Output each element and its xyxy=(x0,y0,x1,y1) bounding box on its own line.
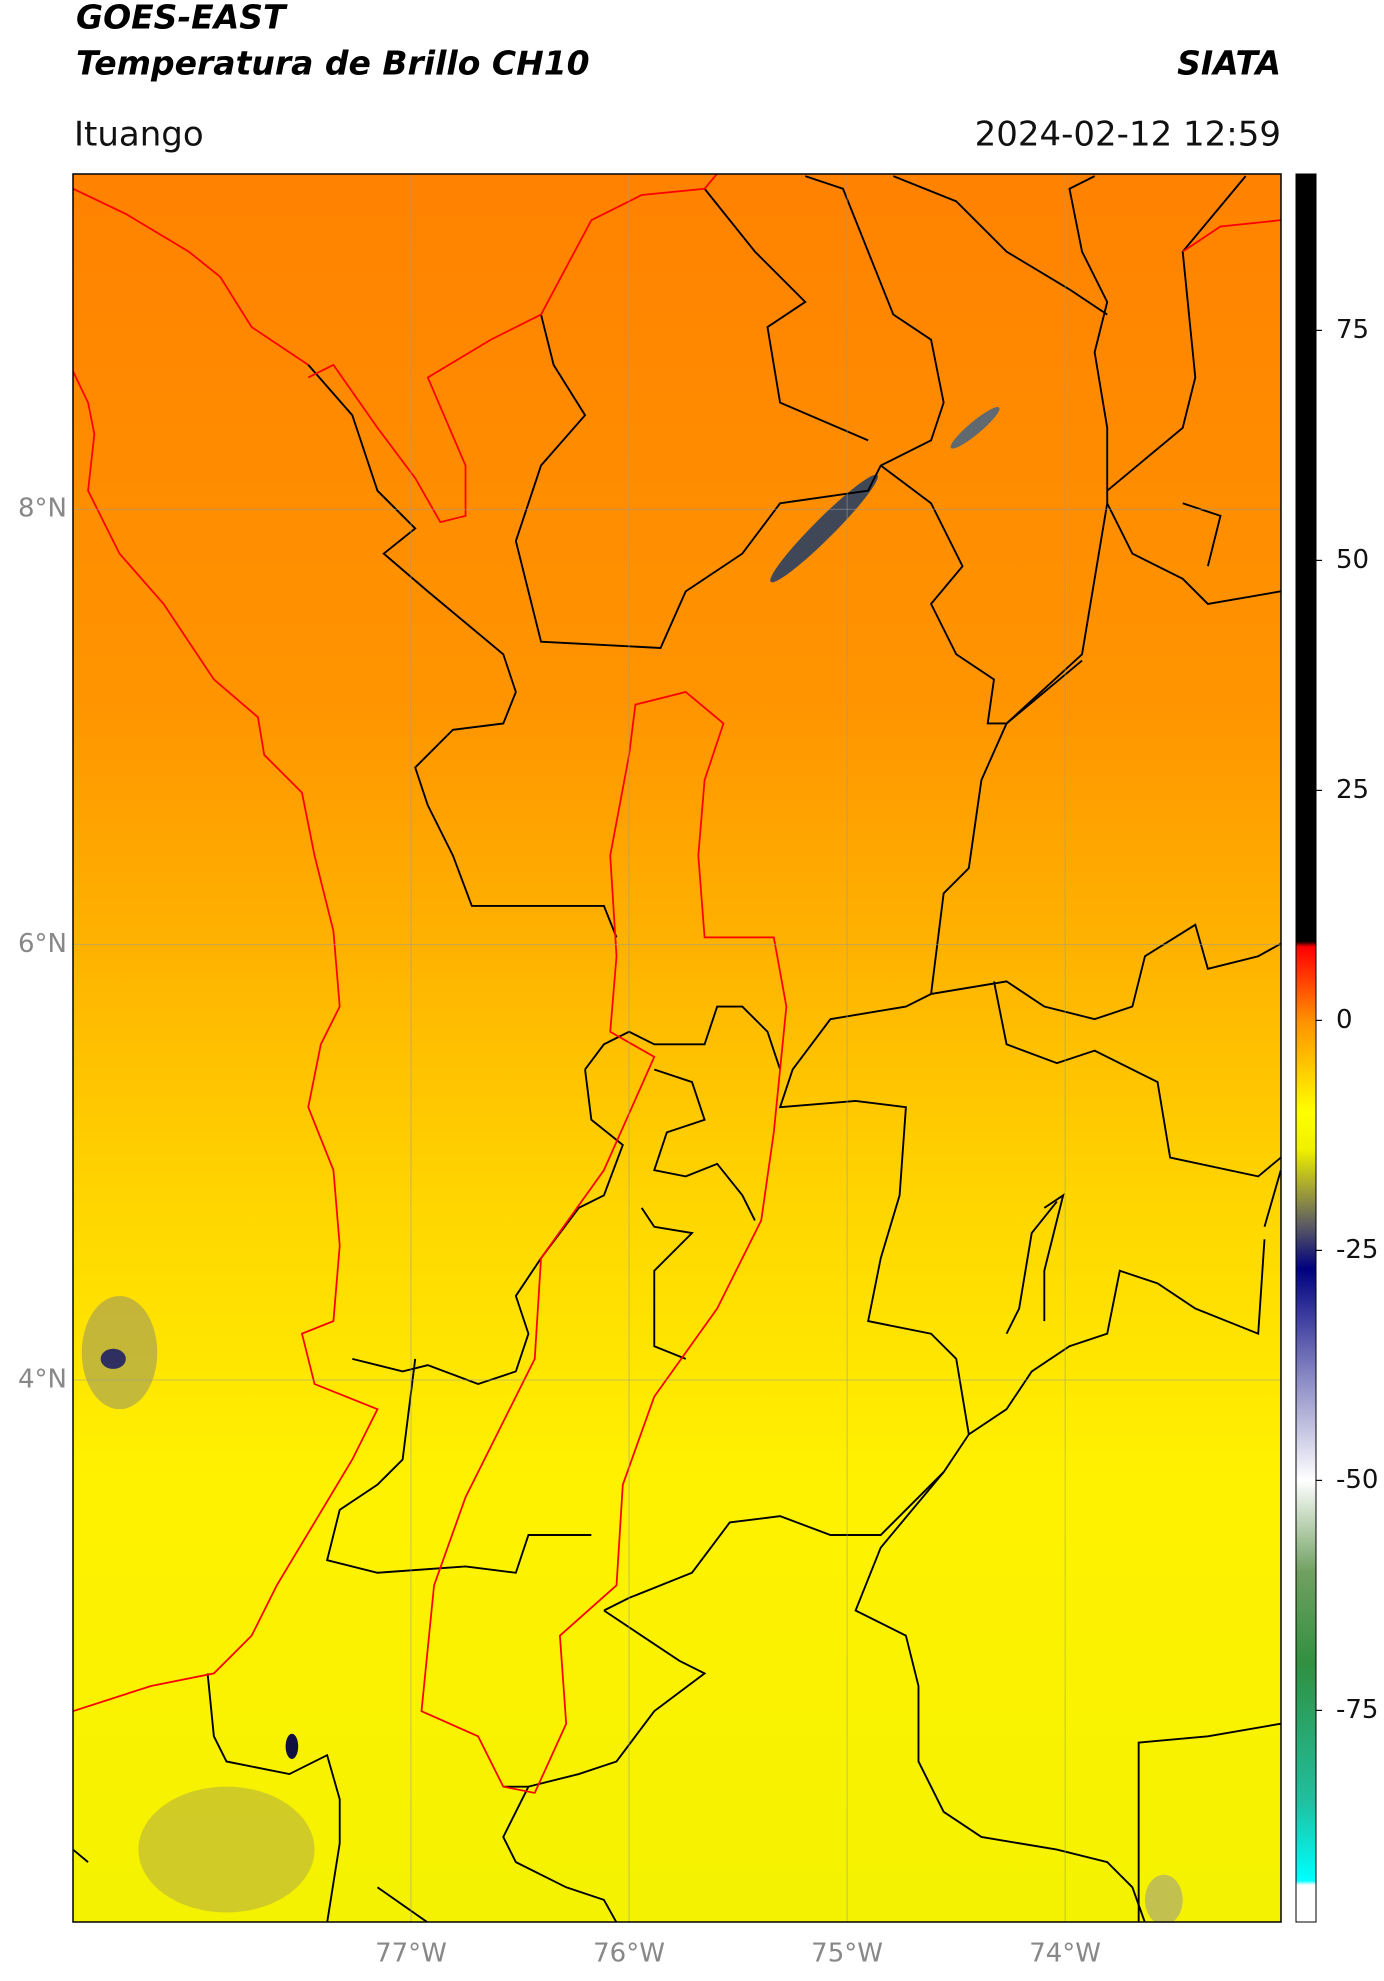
x-tick-label: 75°W xyxy=(811,1939,883,1969)
cloud xyxy=(770,474,878,583)
y-tick-label: 6°N xyxy=(18,929,67,959)
y-tick-label: 8°N xyxy=(18,494,67,524)
x-tick-label: 74°W xyxy=(1029,1939,1101,1969)
datetime: 2024-02-12 12:59 xyxy=(975,115,1281,155)
map xyxy=(73,174,1281,1922)
cloud xyxy=(1144,1874,1183,1922)
colorbar-tick-label: -25 xyxy=(1336,1235,1378,1265)
cloud xyxy=(950,407,1000,449)
colorbar-tick-label: 0 xyxy=(1336,1005,1353,1035)
map-frame xyxy=(72,173,1282,1923)
brightness-field xyxy=(73,174,1281,1922)
colorbar-tick-label: -50 xyxy=(1336,1465,1378,1495)
cloud xyxy=(285,1733,299,1759)
x-tick-label: 76°W xyxy=(593,1939,665,1969)
title: GOES-EAST xyxy=(76,0,288,37)
colorbar-tick-label: 75 xyxy=(1336,315,1369,345)
cloud xyxy=(100,1348,126,1369)
organization: SIATA xyxy=(1177,44,1281,83)
colorbar-tick-label: 25 xyxy=(1336,775,1369,805)
grid xyxy=(73,174,1281,1922)
colorbar-tick-label: -75 xyxy=(1336,1695,1378,1725)
x-tick-label: 77°W xyxy=(375,1939,447,1969)
y-tick-label: 4°N xyxy=(18,1364,67,1394)
subtitle: Temperatura de Brillo CH10 xyxy=(76,44,590,83)
colorbar: -75 -50 -25 0 25 50 75 xyxy=(1295,173,1378,1923)
colorbar-tick-label: 50 xyxy=(1336,545,1369,575)
coastline xyxy=(73,174,1281,1794)
location: Ituango xyxy=(74,115,204,155)
cloud xyxy=(138,1786,315,1913)
colorbar-scale xyxy=(1295,173,1317,1923)
